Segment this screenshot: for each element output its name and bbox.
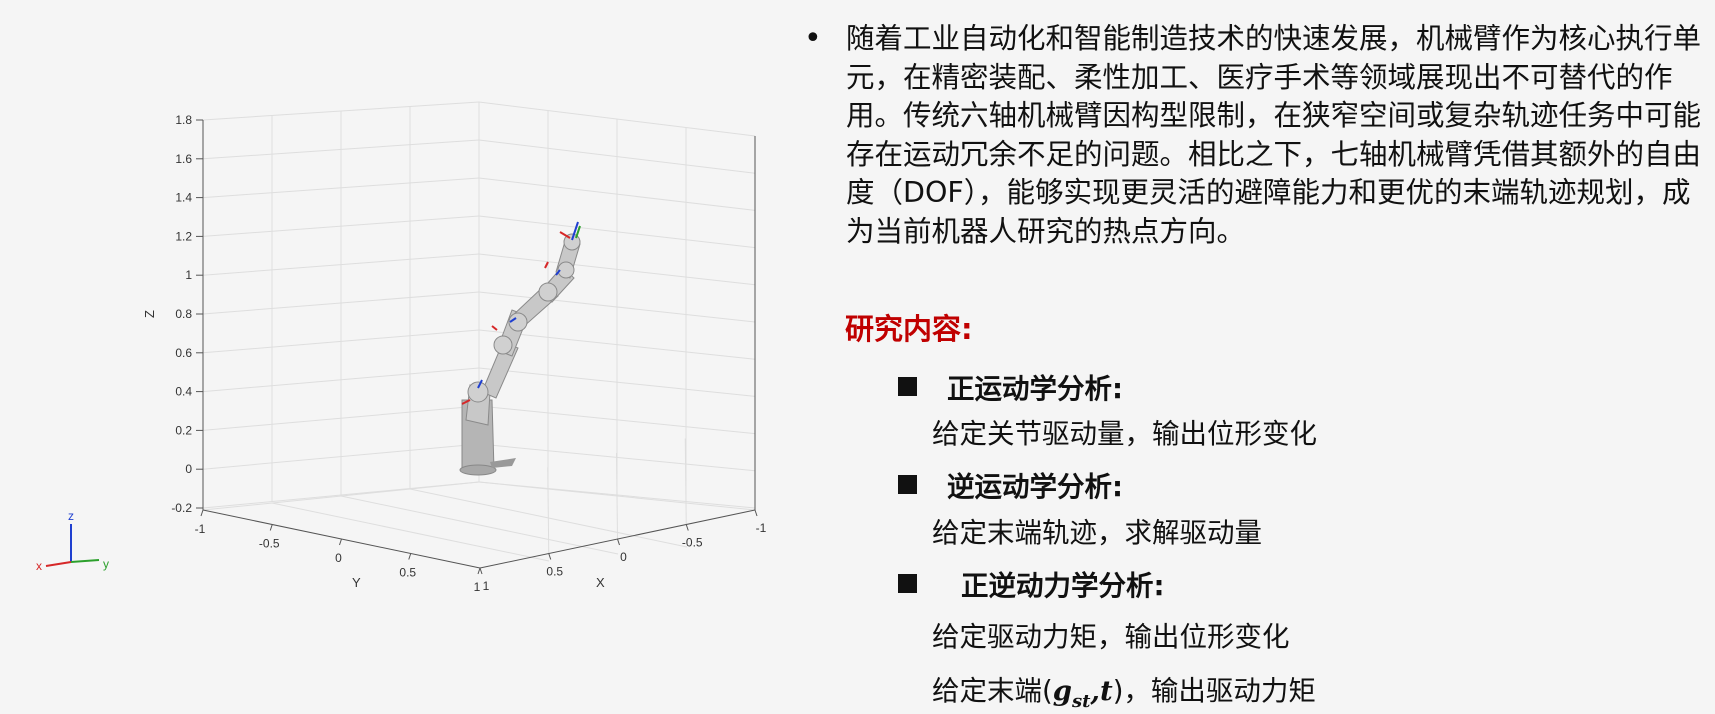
research-content-heading: 研究内容: (845, 306, 973, 348)
triad-y-axis (71, 560, 99, 562)
z-tick-label: 0.8 (175, 307, 192, 321)
y-axis-label: Y (352, 575, 361, 590)
z-tick-label: 1.2 (175, 229, 192, 243)
x-axis-label: X (596, 575, 605, 590)
item-description: 给定关节驱动量，输出位形变化 (932, 411, 1317, 451)
z-axis-label: Z (142, 310, 157, 318)
intro-bullet: • 随着工业自动化和智能制造技术的快速发展，机械臂作为核心执行单元，在精密装配、… (790, 20, 1710, 251)
z-tick-label: 0.6 (175, 346, 192, 360)
item-inverse-kinematics: 逆运动学分析: (898, 464, 1123, 504)
z-tick-label: 1.8 (175, 113, 192, 127)
x-tick-label: 1 (483, 579, 490, 593)
square-bullet-icon (898, 475, 917, 494)
triad-z-label: z (68, 509, 74, 523)
item-dynamics: 正逆动力学分析: (898, 563, 1165, 603)
item-title: 正逆动力学分析: (961, 563, 1165, 603)
plot-canvas: 1.8 1.6 1.4 1.2 1 0.8 0.6 0.4 0.2 0 -0.2 -1 -0.5 0 0.… (0, 0, 800, 714)
formula-subscript: st (1072, 691, 1090, 712)
robot-arm-model (460, 222, 580, 475)
square-bullet-icon (898, 377, 917, 396)
z-tick-label: 1.6 (175, 152, 192, 166)
z-tick-label: 1 (185, 268, 192, 282)
y-axis-ticks: -1 -0.5 0 0.5 1 (195, 510, 481, 594)
formula-prefix: 给定末端( (932, 675, 1053, 707)
text-panel: • 随着工业自动化和智能制造技术的快速发展，机械臂作为核心执行单元，在精密装配、… (790, 20, 1710, 251)
triad-y-label: y (103, 557, 109, 571)
x-tick-label: -1 (756, 521, 767, 535)
z-tick-label: 0.4 (175, 385, 192, 399)
triad-x-axis (46, 562, 71, 566)
y-tick-label: 0.5 (399, 566, 416, 580)
item-title: 逆运动学分析: (947, 464, 1123, 504)
z-tick-label: 0.2 (175, 423, 192, 437)
x-tick-label: 0.5 (546, 565, 563, 579)
formula-g: g (1053, 675, 1072, 707)
y-tick-label: 1 (474, 580, 481, 594)
item-description: 给定驱动力矩，输出位形变化 (932, 614, 1290, 654)
x-tick-label: 0 (620, 550, 627, 564)
triad-x-label: x (36, 559, 42, 573)
formula-suffix: )，输出驱动力矩 (1113, 675, 1316, 707)
formula-t: t (1100, 675, 1113, 707)
item-description-formula: 给定末端(gst,t)，输出驱动力矩 (932, 668, 1316, 712)
intro-paragraph: 随着工业自动化和智能制造技术的快速发展，机械臂作为核心执行单元，在精密装配、柔性… (846, 20, 1710, 251)
formula-comma: , (1090, 675, 1100, 707)
z-axis-ticks: 1.8 1.6 1.4 1.2 1 0.8 0.6 0.4 0.2 0 -0.2 (171, 113, 203, 515)
x-tick-label: -0.5 (682, 536, 703, 550)
y-tick-label: -1 (195, 522, 206, 536)
plot-grid (203, 102, 755, 561)
z-tick-label: 0 (185, 462, 192, 476)
square-bullet-icon (898, 574, 917, 593)
orientation-triad: z x y (36, 509, 109, 573)
item-forward-kinematics: 正运动学分析: (898, 366, 1123, 406)
item-title: 正运动学分析: (947, 366, 1123, 406)
z-tick-label: -0.2 (171, 501, 192, 515)
x-axis-ticks: 1 0.5 0 -0.5 -1 (480, 510, 767, 593)
robot-arm-3d-plot: 1.8 1.6 1.4 1.2 1 0.8 0.6 0.4 0.2 0 -0.2 -1 -0.5 0 0.… (0, 0, 800, 714)
item-description: 给定末端轨迹，求解驱动量 (932, 510, 1262, 550)
bullet-dot: • (804, 20, 822, 58)
y-tick-label: 0 (335, 551, 342, 565)
y-tick-label: -0.5 (259, 537, 280, 551)
z-tick-label: 1.4 (175, 191, 192, 205)
